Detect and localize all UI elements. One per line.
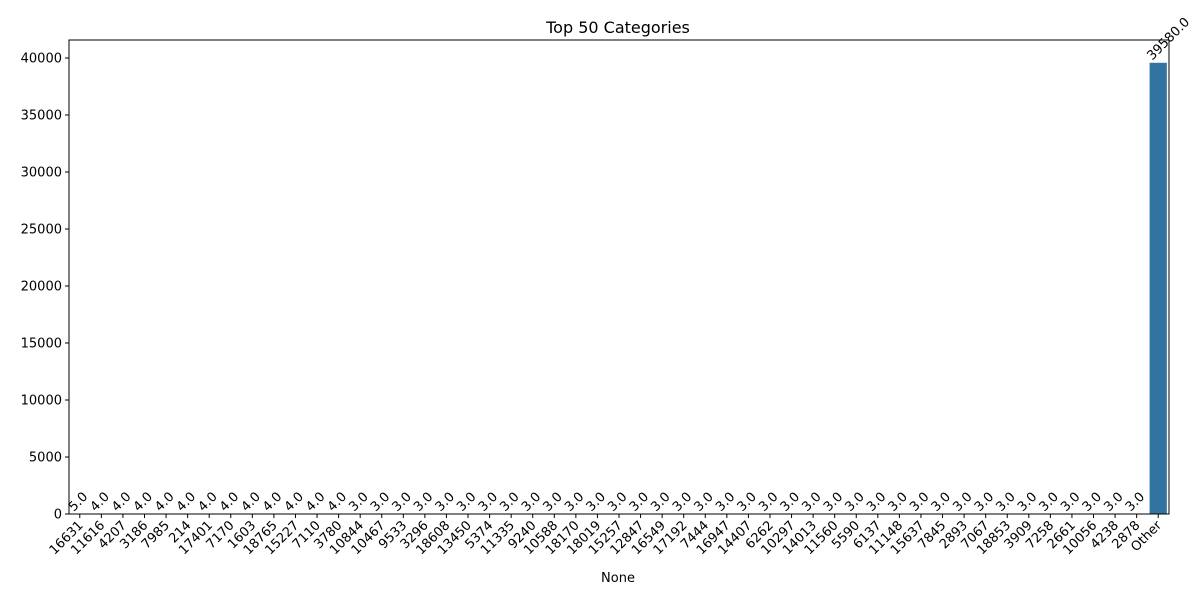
- data-label: 3.0: [390, 490, 415, 515]
- data-label: 4.0: [131, 490, 156, 515]
- data-label: 3.0: [735, 490, 760, 515]
- data-label: 3.0: [1123, 490, 1148, 515]
- data-label: 3.0: [972, 490, 997, 515]
- data-label: 3.0: [411, 490, 436, 515]
- data-label: 3.0: [1015, 490, 1040, 515]
- y-tick-label: 5000: [29, 451, 62, 466]
- bar: [1150, 63, 1167, 514]
- data-label: 4.0: [88, 490, 113, 515]
- data-label: 3.0: [842, 490, 867, 515]
- y-tick-label: 15000: [21, 337, 62, 352]
- data-label: 3.0: [886, 490, 911, 515]
- data-label: 3.0: [778, 490, 803, 515]
- data-label: 3.0: [454, 490, 479, 515]
- y-tick-label: 10000: [21, 394, 62, 409]
- data-label: 3.0: [993, 490, 1018, 515]
- y-tick-label: 0: [54, 508, 62, 523]
- data-label: 3.0: [541, 490, 566, 515]
- data-label: 4.0: [239, 490, 264, 515]
- data-label: 3.0: [929, 490, 954, 515]
- data-label: 4.0: [303, 490, 328, 515]
- data-label: 4.0: [195, 490, 220, 515]
- data-label: 3.0: [713, 490, 738, 515]
- data-label: 4.0: [260, 490, 285, 515]
- bars-group: [71, 63, 1167, 514]
- data-label: 4.0: [109, 490, 134, 515]
- y-tick-label: 30000: [21, 166, 62, 181]
- data-label: 3.0: [1101, 490, 1126, 515]
- data-label: 3.0: [433, 490, 458, 515]
- data-label: 3.0: [368, 490, 393, 515]
- data-label: 4.0: [325, 490, 350, 515]
- plot-frame: [69, 40, 1169, 514]
- data-label: 3.0: [584, 490, 609, 515]
- x-axis-label: None: [601, 571, 635, 586]
- data-label: 4.0: [152, 490, 177, 515]
- data-label: 4.0: [282, 490, 307, 515]
- data-label: 3.0: [907, 490, 932, 515]
- data-label: 3.0: [562, 490, 587, 515]
- data-label: 4.0: [174, 490, 199, 515]
- data-label: 3.0: [648, 490, 673, 515]
- data-label: 3.0: [1080, 490, 1105, 515]
- data-label: 4.0: [217, 490, 242, 515]
- data-label: 3.0: [1037, 490, 1062, 515]
- y-tick-label: 40000: [21, 52, 62, 67]
- data-label: 3.0: [497, 490, 522, 515]
- y-tick-label: 20000: [21, 280, 62, 295]
- data-label: 3.0: [691, 490, 716, 515]
- data-label: 3.0: [605, 490, 630, 515]
- data-label: 3.0: [864, 490, 889, 515]
- data-label: 3.0: [1058, 490, 1083, 515]
- data-label: 3.0: [799, 490, 824, 515]
- data-label: 3.0: [756, 490, 781, 515]
- data-labels-group: 5.04.04.04.04.04.04.04.04.04.04.04.04.03…: [66, 15, 1193, 515]
- x-axis: 1663111616420731867985214174017170160318…: [47, 514, 1166, 558]
- chart-title: Top 50 Categories: [545, 18, 690, 37]
- data-label: 3.0: [519, 490, 544, 515]
- data-label: 3.0: [476, 490, 501, 515]
- data-label: 3.0: [627, 490, 652, 515]
- data-label: 3.0: [670, 490, 695, 515]
- data-label: 5.0: [66, 490, 91, 515]
- data-label: 3.0: [346, 490, 371, 515]
- data-label: 3.0: [950, 490, 975, 515]
- y-tick-label: 35000: [21, 109, 62, 124]
- y-tick-label: 25000: [21, 223, 62, 238]
- y-axis: 0 5000 10000 15000 20000 25000 30000 35000 40000: [21, 52, 69, 523]
- data-label: 3.0: [821, 490, 846, 515]
